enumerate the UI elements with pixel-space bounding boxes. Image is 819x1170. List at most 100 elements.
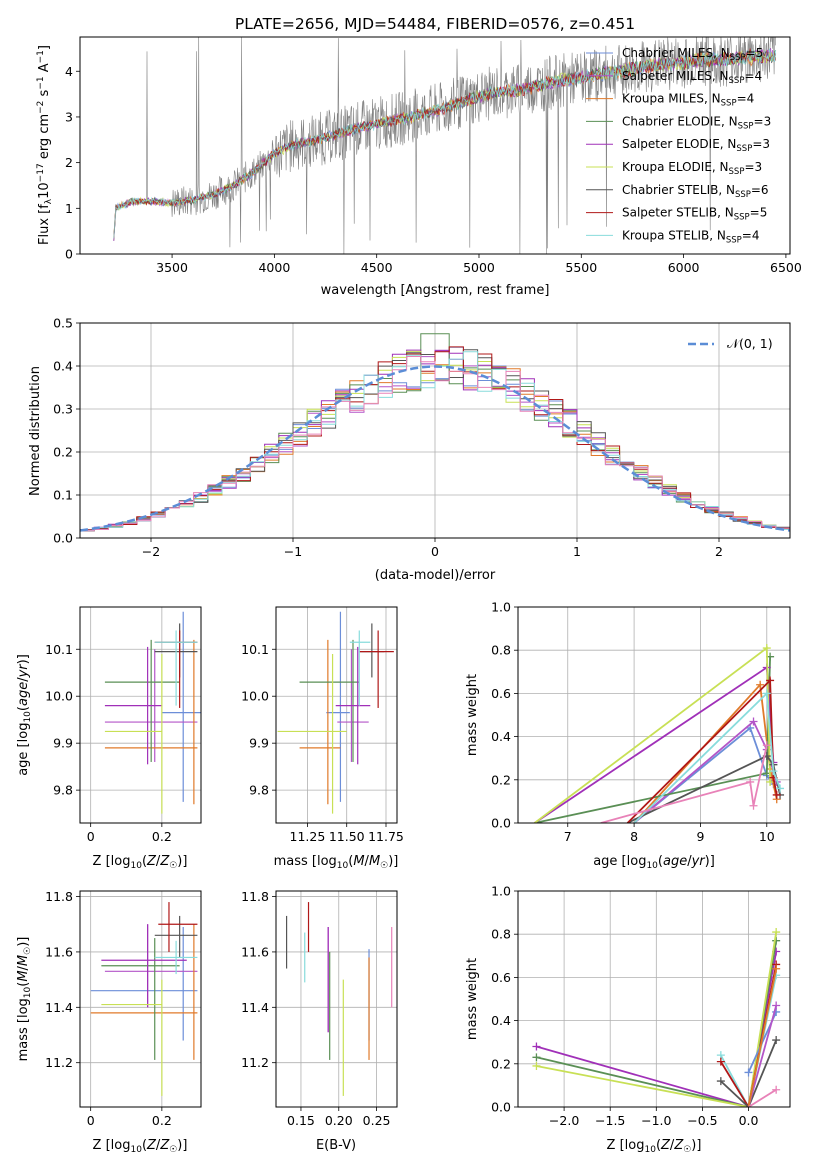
massweight-vs-z-xtick-label: −1.5: [595, 1113, 625, 1128]
legend-sub: SSP: [721, 99, 737, 109]
mass-vs-ebv-ytick-label: 11.8: [241, 889, 269, 904]
residuals-xtick-label: −2: [142, 544, 160, 559]
massweight-vs-z-xtick-label: −2.0: [549, 1113, 579, 1128]
age-vs-z-ylabel: age [log10(age/yr)]: [16, 654, 33, 776]
marker-salpeter-stelib: [766, 676, 775, 685]
massweight-vs-age-ytick-label: 0.0: [491, 816, 511, 831]
age-vs-z-ytick-label: 9.8: [53, 783, 73, 798]
panel-mass-vs-z: 0 0.2 11.2 11.4 11.6 11.8 Z [log10(Z/Z☉)] mas…: [16, 889, 202, 1155]
residuals-ytick-label: 0.4: [53, 359, 73, 374]
marker-salpeter-stelib: [716, 1057, 725, 1066]
legend-count: =3: [744, 160, 762, 174]
massweight-vs-z-ytick-label: 0.8: [491, 927, 511, 942]
marker-kroupa-stelib: [769, 767, 778, 776]
residuals-ytick-label: 0.2: [53, 445, 73, 460]
mass-vs-z-ytick-label: 11.8: [45, 889, 73, 904]
line-kroupa-miles: [747, 968, 778, 1107]
marker-chabrier-stelib: [716, 1077, 725, 1086]
line-pink: [748, 1088, 777, 1107]
legend-count: =5: [750, 206, 768, 220]
panel-mass-vs-ebv: 0.15 0.20 0.25 11.2 11.4 11.6 11.8 E(B-V): [241, 889, 398, 1153]
marker-salpeter-elodie: [532, 1042, 541, 1051]
mass-vs-z-ytick-label: 11.2: [45, 1055, 73, 1070]
mass-vs-z-ytick-label: 11.4: [45, 1000, 73, 1015]
massweight-vs-age-ytick-label: 0.2: [491, 772, 511, 787]
mass-vs-ebv-marks: [285, 902, 393, 1096]
age-vs-z-ytick-label: 10.1: [45, 642, 73, 657]
residuals-xtick-label: −1: [284, 544, 302, 559]
residuals-legend: 𝒩(0, 1): [688, 336, 773, 351]
age-vs-z-xtick-label: 0.2: [152, 829, 172, 844]
legend-count: =4: [737, 92, 755, 106]
line-kroupa-elodie: [534, 646, 771, 823]
spectrum-xtick-label: 5000: [463, 260, 495, 275]
residuals-ytick-label: 0.0: [53, 531, 73, 546]
residuals-ylabel: Normed distribution: [28, 366, 43, 496]
legend-count: =3: [754, 114, 772, 128]
spectrum-marks: [113, 37, 777, 254]
spectrum-xtick-label: 6500: [770, 260, 802, 275]
legend-sub: SSP: [734, 213, 750, 223]
marker-chabrier-elodie: [532, 1053, 541, 1062]
massweight-vs-age-marks: [534, 644, 785, 823]
massweight-vs-z-ytick-label: 1.0: [491, 884, 511, 899]
spectrum-xtick-label: 3500: [156, 260, 188, 275]
marker-salpeter-miles: [772, 1001, 781, 1010]
marker-pink: [746, 777, 755, 786]
legend-label: Chabrier ELODIE, NSSP=3: [622, 114, 771, 131]
line-kroupa-stelib: [633, 691, 781, 823]
mass-vs-z-xtick-label: 0.2: [152, 1113, 172, 1128]
age-vs-mass-marks: [277, 611, 394, 814]
marker-kroupa-elodie: [766, 777, 775, 786]
model-kroupa-stelib: [113, 48, 777, 239]
age-vs-z-xtick-label: 0: [87, 829, 95, 844]
line-chabrier-stelib: [720, 1039, 778, 1107]
residuals-ytick-label: 0.3: [53, 402, 73, 417]
marker-kroupa-stelib: [776, 784, 785, 793]
legend-label: Salpeter MILES, NSSP=4: [622, 69, 762, 86]
mass-vs-z-marks: [90, 902, 198, 1096]
residuals-xlabel: (data-model)/error: [375, 568, 496, 583]
residuals-xtick-label: 1: [573, 544, 581, 559]
mass-vs-z-ylabel: mass [log10(M/M☉)]: [16, 937, 33, 1062]
age-vs-z-marks: [104, 611, 201, 814]
marker-salpeter-stelib: [772, 790, 781, 799]
line-chabrier-elodie: [536, 940, 778, 1107]
legend-label: Salpeter ELODIE, NSSP=3: [622, 137, 770, 154]
massweight-vs-age-xtick-label: 9: [696, 829, 704, 844]
marker-salpeter-miles: [749, 717, 758, 726]
gauss-legend-label: 𝒩(0, 1): [727, 336, 773, 351]
mass-vs-ebv-ytick-label: 11.6: [241, 944, 269, 959]
gauss-curve: [80, 365, 790, 532]
line-pink: [600, 745, 768, 823]
mass-vs-z-ytick-label: 11.6: [45, 944, 73, 959]
legend-label: Chabrier STELIB, NSSP=6: [622, 183, 769, 200]
mass-vs-ebv-ytick-label: 11.2: [241, 1055, 269, 1070]
massweight-vs-age-xlabel: age [log10(age/yr)]: [593, 854, 715, 871]
legend-sub: SSP: [735, 190, 751, 200]
residuals-marks: [80, 333, 790, 532]
massweight-vs-age-xtick-label: 7: [564, 829, 572, 844]
massweight-vs-age-xtick-label: 8: [630, 829, 638, 844]
age-vs-mass-xtick-label: 11.75: [368, 829, 404, 844]
age-vs-z-ytick-label: 10.0: [45, 689, 73, 704]
panel-age-vs-z: 0 0.2 9.8 9.9 10.0 10.1 Z [log10(Z/Z☉)] age […: [16, 606, 202, 871]
legend-sub: SSP: [726, 235, 742, 245]
legend-count: =4: [744, 69, 762, 83]
panel-massweight-vs-z: −2.0 −1.5 −1.0 −0.5 0.0 0.0 0.2 0.4 0.6 0.8 1.0 Z …: [465, 884, 791, 1155]
panel-massweight-vs-age: 7 8 9 10 0.0 0.2 0.4 0.6 0.8 1.0 age [log10(age/y…: [465, 600, 791, 871]
spectrum-xtick-label: 4500: [361, 260, 393, 275]
line-salpeter-elodie: [536, 951, 778, 1107]
age-vs-mass-ytick-label: 9.9: [249, 736, 269, 751]
residuals-xtick-label: 0: [431, 544, 439, 559]
spectrum-ytick-label: 2: [65, 155, 73, 170]
legend-label: Chabrier MILES, NSSP=5: [622, 46, 763, 63]
spectrum-xtick-label: 4000: [258, 260, 290, 275]
residuals-xtick-label: 2: [715, 544, 723, 559]
line-salpeter-miles: [747, 1005, 778, 1107]
spectrum-legend: Chabrier MILES, NSSP=5 Salpeter MILES, NS…: [586, 46, 771, 245]
mass-vs-ebv-xtick-label: 0.25: [363, 1113, 391, 1128]
spectrum-xlabel: wavelength [Angstrom, rest frame]: [321, 283, 550, 298]
massweight-vs-age-xtick-label: 10: [759, 829, 775, 844]
